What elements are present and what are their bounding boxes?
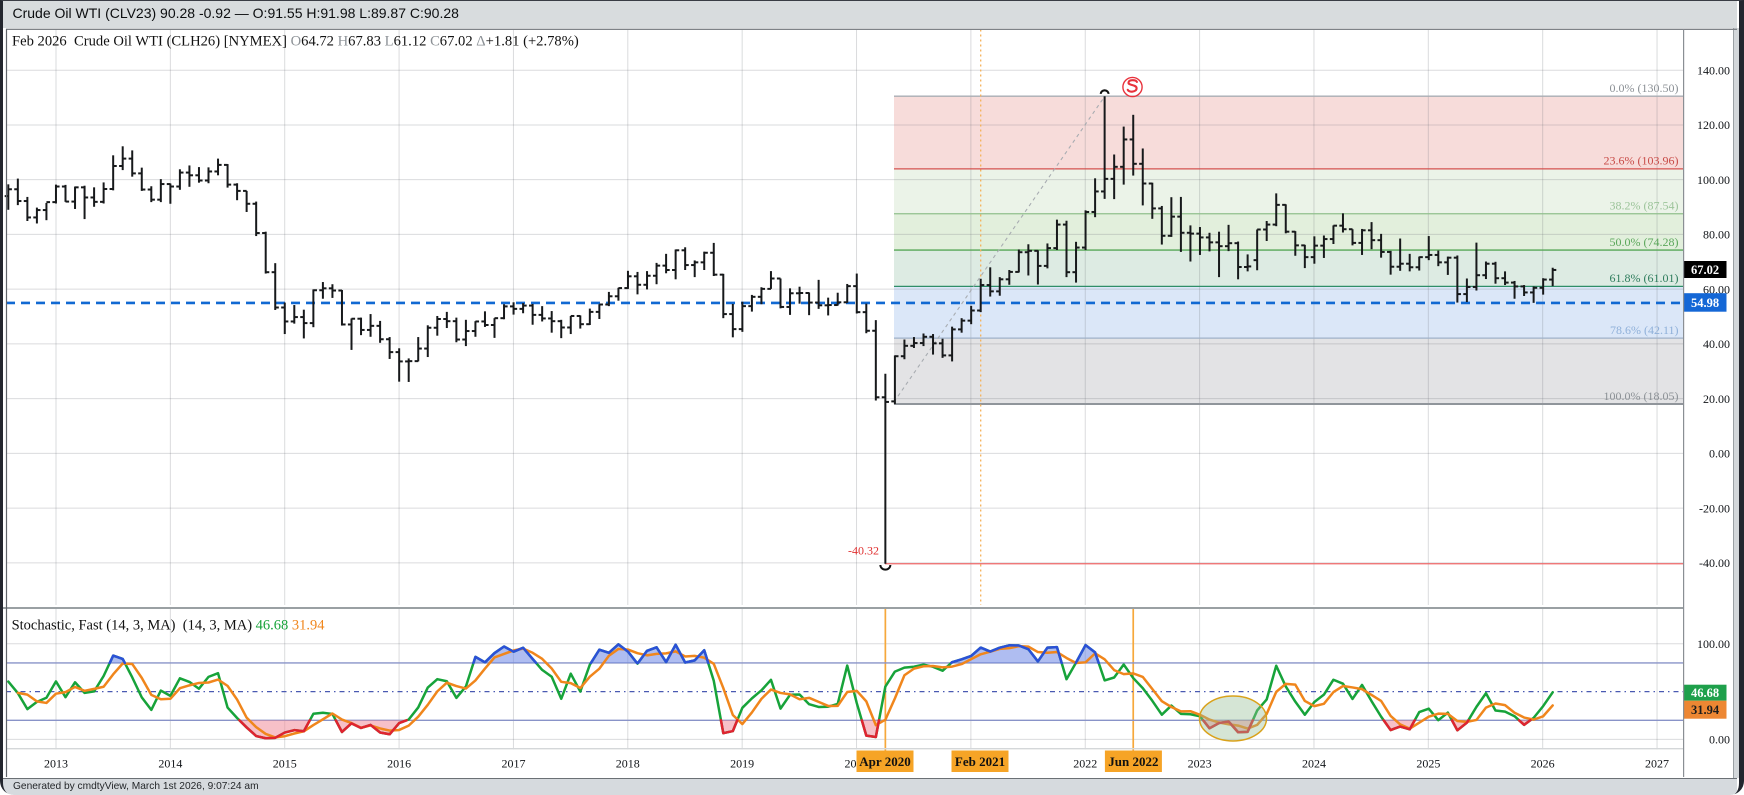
svg-text:100.0% (18.05): 100.0% (18.05) bbox=[1604, 389, 1679, 403]
svg-text:Feb 2021: Feb 2021 bbox=[955, 754, 1005, 769]
svg-text:2016: 2016 bbox=[387, 757, 411, 771]
svg-text:2024: 2024 bbox=[1302, 757, 1326, 771]
svg-text:100.00: 100.00 bbox=[1697, 637, 1730, 651]
svg-text:67.02: 67.02 bbox=[1691, 263, 1719, 277]
svg-text:2026: 2026 bbox=[1531, 757, 1555, 771]
svg-text:46.68: 46.68 bbox=[1691, 686, 1719, 700]
svg-text:60.00: 60.00 bbox=[1703, 282, 1730, 296]
svg-text:Feb 2026 Crude Oil WTI (CLH26: Feb 2026 Crude Oil WTI (CLH26) [NYMEX] O… bbox=[12, 33, 579, 49]
svg-text:2017: 2017 bbox=[501, 757, 525, 771]
svg-text:2022: 2022 bbox=[1073, 757, 1097, 771]
svg-text:2015: 2015 bbox=[273, 757, 297, 771]
svg-text:20.00: 20.00 bbox=[1703, 392, 1730, 406]
svg-text:100.00: 100.00 bbox=[1697, 173, 1730, 187]
svg-text:-20.00: -20.00 bbox=[1699, 501, 1730, 515]
svg-text:0.00: 0.00 bbox=[1709, 447, 1730, 461]
svg-text:2023: 2023 bbox=[1188, 757, 1212, 771]
svg-text:2025: 2025 bbox=[1416, 757, 1440, 771]
svg-text:0.0% (130.50): 0.0% (130.50) bbox=[1610, 81, 1679, 95]
svg-text:2013: 2013 bbox=[44, 757, 68, 771]
svg-text:61.8% (61.01): 61.8% (61.01) bbox=[1610, 271, 1679, 285]
svg-text:120.00: 120.00 bbox=[1697, 118, 1730, 132]
svg-text:-40.00: -40.00 bbox=[1699, 556, 1730, 570]
svg-text:2018: 2018 bbox=[616, 757, 640, 771]
svg-text:-40.32: -40.32 bbox=[848, 544, 879, 558]
svg-text:Stochastic, Fast (14, 3, MA): Stochastic, Fast (14, 3, MA) (14, 3, MA)… bbox=[12, 617, 326, 633]
svg-text:50.0% (74.28): 50.0% (74.28) bbox=[1610, 235, 1679, 249]
svg-text:31.94: 31.94 bbox=[1691, 703, 1720, 717]
svg-text:Apr 2020: Apr 2020 bbox=[859, 754, 910, 769]
svg-text:54.98: 54.98 bbox=[1691, 296, 1719, 310]
svg-text:140.00: 140.00 bbox=[1697, 63, 1730, 77]
svg-text:2014: 2014 bbox=[158, 757, 182, 771]
svg-text:40.00: 40.00 bbox=[1703, 337, 1730, 351]
svg-text:2027: 2027 bbox=[1645, 757, 1669, 771]
svg-text:2019: 2019 bbox=[730, 757, 754, 771]
svg-text:Jun 2022: Jun 2022 bbox=[1108, 754, 1158, 769]
svg-text:0.00: 0.00 bbox=[1709, 733, 1730, 747]
svg-text:78.6% (42.11): 78.6% (42.11) bbox=[1610, 323, 1679, 337]
svg-text:80.00: 80.00 bbox=[1703, 228, 1730, 242]
svg-text:23.6% (103.96): 23.6% (103.96) bbox=[1604, 154, 1679, 168]
svg-text:38.2% (87.54): 38.2% (87.54) bbox=[1610, 199, 1679, 213]
